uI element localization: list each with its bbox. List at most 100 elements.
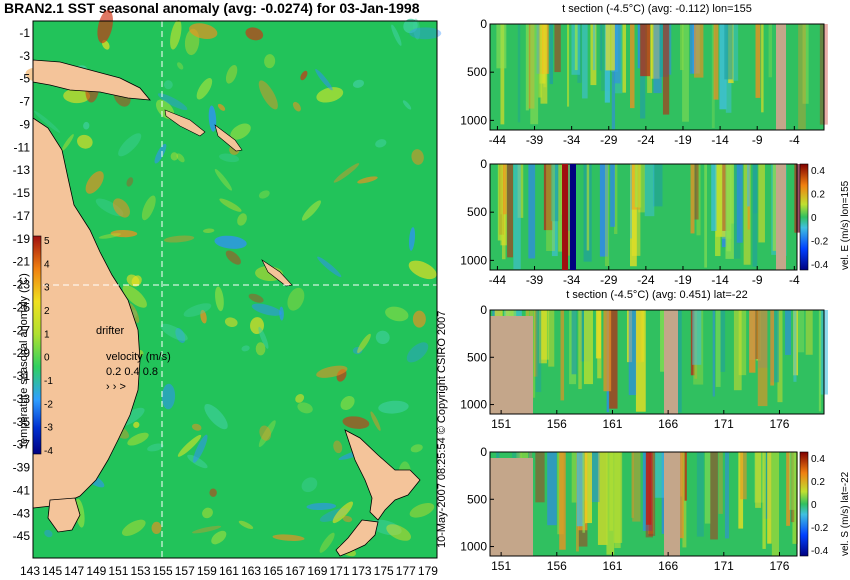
map-y-tick: -29 xyxy=(13,346,31,360)
velocity-colorbar-tick: 0 xyxy=(811,500,817,511)
map-y-tick: -17 xyxy=(13,209,31,223)
velocity-legend: drifter velocity (m/s) 0.2 0.4 0.8 › › > xyxy=(96,325,171,393)
map-y-tick: -45 xyxy=(13,529,31,543)
australia-land xyxy=(32,117,141,509)
section-x-tick: -39 xyxy=(526,133,544,147)
map-y-tick: -1 xyxy=(19,26,30,40)
map-x-tick: 155 xyxy=(153,564,173,578)
section-x-tick: -19 xyxy=(674,273,692,287)
map-x-tick: 149 xyxy=(86,564,106,578)
new-zealand-north xyxy=(344,429,421,521)
section-y-tick: 1000 xyxy=(460,113,487,127)
velocity-arrows: › › > xyxy=(106,381,126,393)
velocity-colorbar-label: vel. E (m/s) lon=155 xyxy=(840,180,850,270)
map-y-tick: -9 xyxy=(19,117,30,131)
section-x-tick: -14 xyxy=(711,133,729,147)
section-panel-3 xyxy=(489,309,828,415)
map-y-tick: -25 xyxy=(13,300,31,314)
section-panel-2 xyxy=(489,163,804,271)
velocity-colorbar: 0.4 0.2 0 -0.2 -0.4 vel. S (m/s) lat=-22 xyxy=(799,451,850,557)
map-y-tick: -43 xyxy=(13,506,31,520)
map-x-tick: 177 xyxy=(396,564,416,578)
section-y-tick: 0 xyxy=(480,17,487,31)
map-x-tick: 169 xyxy=(307,564,327,578)
map-x-tick: 171 xyxy=(329,564,349,578)
map-y-tick: -39 xyxy=(13,461,31,475)
section-x-tick: -24 xyxy=(637,273,655,287)
section-x-tick: -34 xyxy=(563,133,581,147)
land-mask xyxy=(664,310,678,414)
velocity-colorbar-tick: 0 xyxy=(811,213,817,224)
velocity-colorbar: 0.4 0.2 0 -0.2 -0.4 vel. E (m/s) lon=155 xyxy=(799,163,850,271)
velocity-colorbar-tick: -0.4 xyxy=(811,260,829,271)
map-x-tick: 173 xyxy=(352,564,372,578)
velocity-colorbar-label: vel. S (m/s) lat=-22 xyxy=(840,471,850,556)
tasmania-land xyxy=(47,497,81,533)
velocity-label: velocity (m/s) xyxy=(106,351,171,363)
velocity-scale: 0.2 0.4 0.8 xyxy=(106,366,158,378)
map-y-tick: -3 xyxy=(19,49,30,63)
map-x-tick: 161 xyxy=(219,564,239,578)
sst-map: -1-3-5-7-9-11-13-15-17-19-21-23-25-27-29… xyxy=(13,9,442,578)
section-x-tick: 171 xyxy=(714,559,734,573)
land-mask xyxy=(490,316,533,414)
map-y-axis: -1 -3 -5 -7 -9 -11 -13 -15 -17 -19 -21 -23 -25 -27 -29… xyxy=(13,26,31,543)
section-y-tick: 1000 xyxy=(460,398,487,412)
section-x-tick: 156 xyxy=(547,559,567,573)
section-x-tick: 166 xyxy=(658,559,678,573)
land-mask xyxy=(664,452,680,556)
section-x-tick: -44 xyxy=(489,133,507,147)
section-x-tick: 161 xyxy=(602,559,622,573)
solomon-islands xyxy=(164,109,206,137)
section-y-tick: 0 xyxy=(480,445,487,459)
anomaly-colorbar-tick: 2 xyxy=(44,306,50,317)
anomaly-colorbar-tick: -2 xyxy=(44,399,53,410)
velocity-colorbar-tick: 0.2 xyxy=(811,477,825,488)
anomaly-colorbar-tick: 1 xyxy=(44,329,50,340)
new-guinea-land xyxy=(32,59,151,101)
map-x-tick: 165 xyxy=(263,564,283,578)
anomaly-colorbar-tick: 5 xyxy=(44,236,50,247)
map-x-tick: 167 xyxy=(285,564,305,578)
section-y-tick: 500 xyxy=(467,65,487,79)
section-x-tick: -14 xyxy=(711,273,729,287)
section-x-tick: -34 xyxy=(563,273,581,287)
map-x-tick: 143 xyxy=(20,564,40,578)
map-y-tick: -35 xyxy=(13,415,31,429)
land-mask xyxy=(490,458,533,556)
velocity-colorbar-tick: -0.2 xyxy=(811,237,829,248)
anomaly-colorbar-tick: -4 xyxy=(44,446,53,457)
section-x-tick: -39 xyxy=(526,273,544,287)
section-x-tick: -4 xyxy=(789,273,800,287)
anomaly-colorbar-label: temperature seasonal anomaly (°C) xyxy=(18,273,30,447)
section-x-tick: 171 xyxy=(714,417,734,431)
anomaly-colorbar: 5 4 3 2 1 0 -1 -2 -3 -4 temperature seasonal anom… xyxy=(18,235,53,457)
section-panel-1 xyxy=(489,23,828,131)
new-zealand-south xyxy=(335,519,379,557)
anomaly-colorbar-tick: -1 xyxy=(44,376,53,387)
section-title: t section (-4.5°C) (avg: 0.451) lat=-22 xyxy=(566,289,747,301)
velocity-colorbar-tick: 0.4 xyxy=(811,166,825,177)
section-x-tick: -29 xyxy=(600,273,618,287)
section-x-tick: -29 xyxy=(600,133,618,147)
velocity-colorbar-tick: 0.2 xyxy=(811,190,825,201)
velocity-colorbar-tick: -0.2 xyxy=(811,523,829,534)
section-y-tick: 0 xyxy=(480,303,487,317)
map-y-tick: -41 xyxy=(13,483,31,497)
copyright-note: 10-May-2007 08:25:54 © Copyright CSIRO 2… xyxy=(436,310,448,548)
map-x-tick: 163 xyxy=(241,564,261,578)
section-y-tick: 1000 xyxy=(460,540,487,554)
section-x-tick: 166 xyxy=(658,417,678,431)
section-x-tick: -4 xyxy=(789,133,800,147)
section-x-tick: -44 xyxy=(489,273,507,287)
velocity-colorbar-tick: 0.4 xyxy=(811,454,825,465)
section-x-tick: 176 xyxy=(769,559,789,573)
land-mask xyxy=(776,24,786,130)
section-x-tick: -19 xyxy=(674,133,692,147)
map-x-axis: 143 145 147 149 151 153 155 157 159 161 163 165 167 1… xyxy=(20,564,438,578)
section-y-tick: 500 xyxy=(467,205,487,219)
map-x-tick: 145 xyxy=(42,564,62,578)
map-y-tick: -19 xyxy=(13,232,31,246)
section-title: t section (-4.5°C) (avg: -0.112) lon=155 xyxy=(562,3,752,15)
